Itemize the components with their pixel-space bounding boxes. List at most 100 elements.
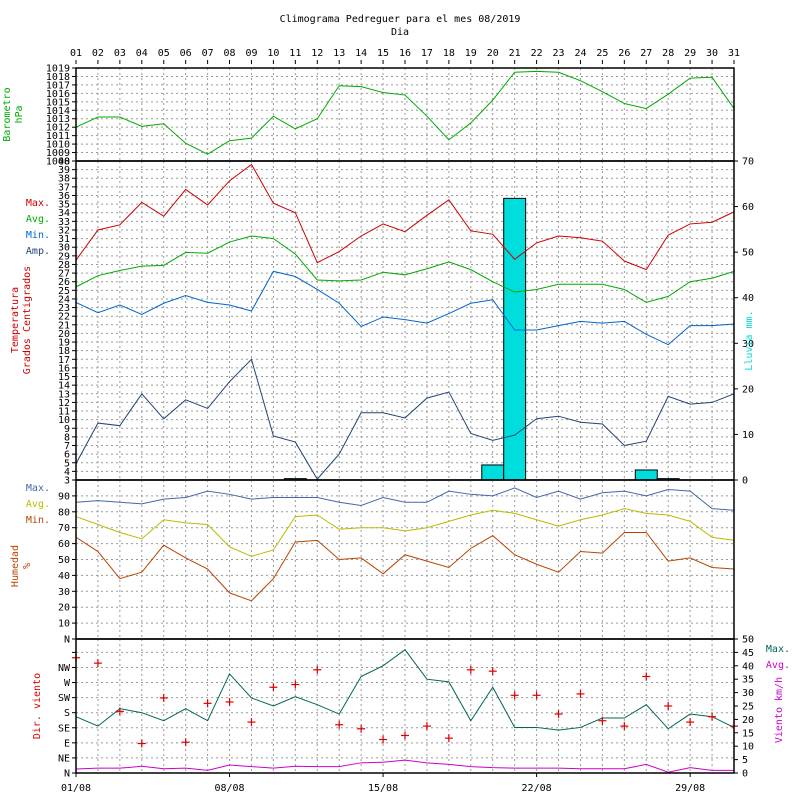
dir-viento-marker: [203, 699, 212, 708]
viento-tick-label: 25: [742, 702, 754, 713]
barometro-tick-label: 1011: [46, 131, 70, 142]
humedad-tick-label: 40: [58, 571, 70, 582]
temperatura-tick-label: 20: [58, 329, 70, 340]
temperatura-legend-item: Max.: [26, 198, 50, 209]
dir-viento-marker: [137, 739, 146, 748]
x-tick-label-day: 25: [596, 48, 608, 59]
x-tick-label-day: 19: [465, 48, 477, 59]
lluvia-tick-label: 10: [742, 430, 754, 441]
humedad-tick-label: 20: [58, 603, 70, 614]
x-tick-label-day: 16: [399, 48, 411, 59]
dir-viento-tick-label: NE: [58, 753, 70, 764]
lluvia-tick-label: 50: [742, 248, 754, 259]
temperatura-tick-label: 18: [58, 346, 70, 357]
humedad-legend-item: Avg.: [26, 499, 50, 510]
x-tick-label-day: 02: [92, 48, 104, 59]
dir-viento-marker: [291, 680, 300, 689]
temperatura-tick-label: 9: [64, 424, 70, 435]
temperatura-tick-label: 16: [58, 363, 70, 374]
lluvia-bar: [503, 197, 527, 481]
viento-series-line-max: [75, 649, 735, 731]
x-axis-label: Dia: [391, 27, 409, 38]
dir-viento-marker: [576, 689, 585, 698]
x-tick-label-day: 11: [289, 48, 301, 59]
temperatura-legend-item: Avg.: [26, 214, 50, 225]
viento-ylabel: Viento km/h: [774, 677, 785, 743]
dir-viento-marker: [510, 691, 519, 700]
temperatura-tick-label: 26: [58, 277, 70, 288]
x-tick-label-day: 31: [728, 48, 740, 59]
temperatura-legend-item: Amp.: [26, 246, 50, 257]
barometro-tick-label: 1016: [46, 89, 70, 100]
dir-viento-tick-label: SE: [58, 723, 70, 734]
barometro-ylabel: Barometro: [2, 87, 13, 141]
temperatura-series-line-min: [75, 270, 735, 346]
dir-viento-marker: [554, 710, 563, 719]
lluvia-bar: [634, 469, 658, 481]
temperatura-tick-label: 24: [58, 294, 70, 305]
temperatura-tick-label: 4: [64, 467, 70, 478]
humedad-tick-label: 30: [58, 587, 70, 598]
temperatura-tick-label: 8: [64, 432, 70, 443]
dir-viento-marker: [488, 667, 497, 676]
dir-viento-marker: [422, 722, 431, 731]
dir-viento-ylabel: Dir. viento: [32, 673, 43, 739]
dir-viento-marker: [664, 702, 673, 710]
temperatura-tick-label: 31: [58, 234, 70, 245]
barometro-tick-label: 1019: [46, 64, 70, 75]
x-tick-label-day: 23: [553, 48, 565, 59]
lluvia-bar: [481, 464, 505, 481]
temperatura-tick-label: 28: [58, 260, 70, 271]
x-tick-label-day: 10: [267, 48, 279, 59]
barometro-tick-label: 1010: [46, 140, 70, 151]
temperatura-tick-label: 35: [58, 200, 70, 211]
temperatura-tick-label: 23: [58, 303, 70, 314]
temperatura-tick-label: 12: [58, 398, 70, 409]
viento-tick-label: 40: [742, 661, 754, 672]
x-tick-label-day: 05: [158, 48, 170, 59]
x-tick-label-day: 18: [443, 48, 455, 59]
lluvia-tick-label: 40: [742, 293, 754, 304]
dir-viento-marker: [642, 672, 651, 681]
barometro-tick-label: 1008: [46, 157, 70, 168]
barometro-tick-label: 1014: [46, 106, 70, 117]
humedad-series-line-avg: [75, 508, 735, 557]
temperatura-tick-label: 40: [58, 157, 70, 168]
x-tick-label-date: 01/08: [61, 783, 91, 794]
dir-viento-marker: [686, 718, 695, 727]
viento-tick-label: 15: [742, 728, 754, 739]
dir-viento-tick-label: W: [64, 678, 71, 689]
temperatura-tick-label: 38: [58, 174, 70, 185]
temperatura-tick-label: 3: [64, 476, 70, 487]
dir-viento-tick-label: SW: [58, 693, 71, 704]
x-tick-label-date: 08/08: [214, 783, 244, 794]
humedad-tick-label: 90: [58, 491, 70, 502]
barometro-tick-label: 1017: [46, 80, 70, 91]
temperatura-tick-label: 30: [58, 243, 70, 254]
x-tick-label-day: 13: [333, 48, 345, 59]
viento-tick-label: 50: [742, 635, 754, 646]
humedad-tick-label: 70: [58, 523, 70, 534]
temperatura-tick-label: 19: [58, 338, 70, 349]
dir-viento-marker: [357, 724, 366, 733]
x-tick-label-day: 09: [245, 48, 257, 59]
humedad-series-line-min: [75, 531, 735, 602]
dir-viento-marker: [159, 693, 168, 702]
x-tick-label-day: 27: [640, 48, 652, 59]
x-tick-label-day: 20: [487, 48, 499, 59]
x-tick-label-day: 08: [224, 48, 236, 59]
temperatura-series-line-max: [75, 163, 735, 271]
x-tick-label-day: 29: [684, 48, 696, 59]
dir-viento-marker: [247, 718, 256, 727]
temperatura-ylabel: Temperatura: [10, 287, 21, 353]
x-tick-label-date: 29/08: [675, 783, 705, 794]
temperatura-tick-label: 27: [58, 269, 70, 280]
temperatura-tick-label: 37: [58, 182, 70, 193]
temperatura-tick-label: 21: [58, 320, 70, 331]
lluvia-tick-label: 60: [742, 202, 754, 213]
temperatura-tick-label: 36: [58, 191, 70, 202]
temperatura-tick-label: 13: [58, 389, 70, 400]
barometro-ylabel-unit: hPa: [14, 105, 25, 123]
viento-tick-label: 10: [742, 742, 754, 753]
